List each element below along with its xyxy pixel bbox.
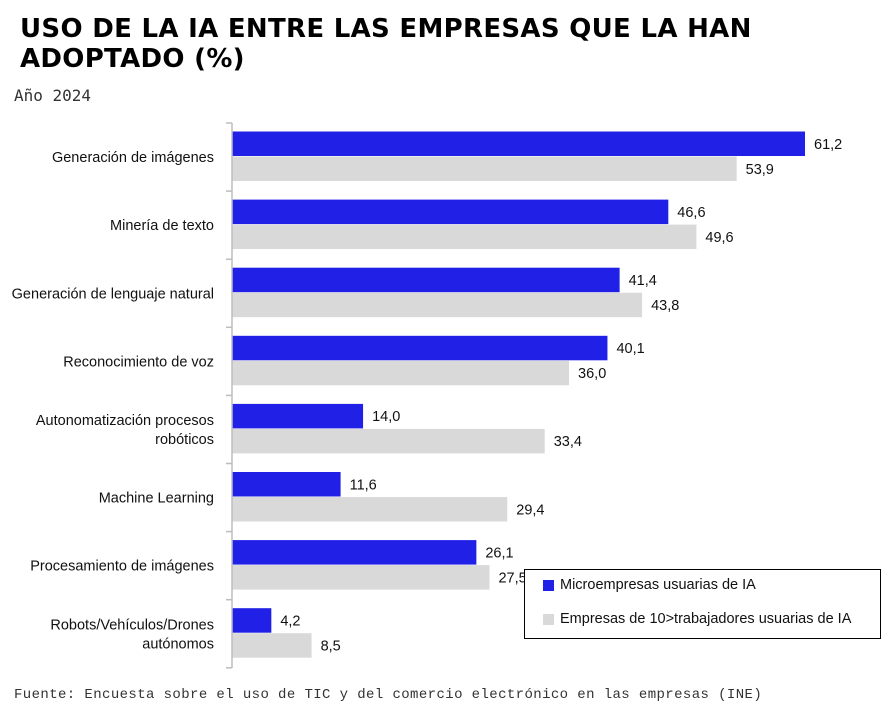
data-label-micro: 26,1 [485,545,513,561]
data-label-empresas10: 53,9 [746,162,774,178]
legend-swatch-micro [543,579,554,591]
category-label: Generación de lenguaje natural [12,286,214,302]
category-label: Autonomatización procesos [36,413,214,429]
category-label: autónomos [142,636,214,652]
bars-group [232,131,805,658]
bar-chart: Generación de imágenes 61,2 53,9 Minería de… [12,122,843,669]
bar-micro [232,267,620,293]
legend-label-empresas10: Empresas de 10>trabajadores usuarias de … [560,611,852,627]
category-label: Generación de imágenes [52,150,214,166]
bar-empresas10 [232,565,490,590]
legend-item-empresas10: Empresas de 10>trabajadores usuarias de … [543,611,851,627]
chart-title: USO DE LA IA ENTRE LAS EMPRESAS QUE LA H… [20,14,752,74]
data-label-micro: 46,6 [677,205,705,221]
bar-micro [232,608,272,633]
legend-swatch-empresas10 [543,613,554,625]
bar-empresas10 [232,428,545,454]
data-label-empresas10: 49,6 [705,230,733,246]
data-label-empresas10: 29,4 [516,502,544,518]
bar-empresas10 [232,224,697,250]
category-label: robóticos [155,432,214,448]
bar-empresas10 [232,497,508,522]
chart-subtitle: Año 2024 [14,86,92,105]
category-label: Machine Learning [99,491,214,507]
bar-empresas10 [232,360,570,386]
bar-micro [232,403,364,429]
bar-empresas10 [232,633,312,658]
bar-micro [232,540,477,565]
category-label: Procesamiento de imágenes [30,559,214,575]
source-note: Fuente: Encuesta sobre el uso de TIC y d… [14,687,763,703]
data-label-micro: 14,0 [372,409,400,425]
data-label-empresas10: 27,5 [498,570,526,586]
data-label-empresas10: 36,0 [578,366,606,382]
bar-micro [232,335,608,361]
data-label-micro: 41,4 [629,273,657,289]
labels-group: Generación de imágenes 61,2 53,9 Minería de… [12,137,843,655]
legend: Microempresas usuarias de IA Empresas de… [524,569,881,639]
data-label-micro: 4,2 [280,613,300,629]
category-label: Reconocimiento de voz [63,354,214,370]
data-label-empresas10: 43,8 [651,298,679,314]
category-label: Minería de texto [110,218,214,234]
bar-micro [232,199,669,225]
legend-item-micro: Microempresas usuarias de IA [543,577,756,593]
bar-empresas10 [232,292,643,318]
data-label-empresas10: 8,5 [321,638,341,654]
bar-empresas10 [232,156,737,181]
bar-micro [232,472,341,497]
data-label-micro: 61,2 [814,137,842,153]
category-label: Robots/Vehículos/Drones [50,617,214,633]
bar-micro [232,131,805,156]
data-label-empresas10: 33,4 [554,434,582,450]
legend-label-micro: Microempresas usuarias de IA [560,577,756,593]
data-label-micro: 11,6 [350,477,377,493]
category-ticks [226,122,232,669]
data-label-micro: 40,1 [616,341,644,357]
